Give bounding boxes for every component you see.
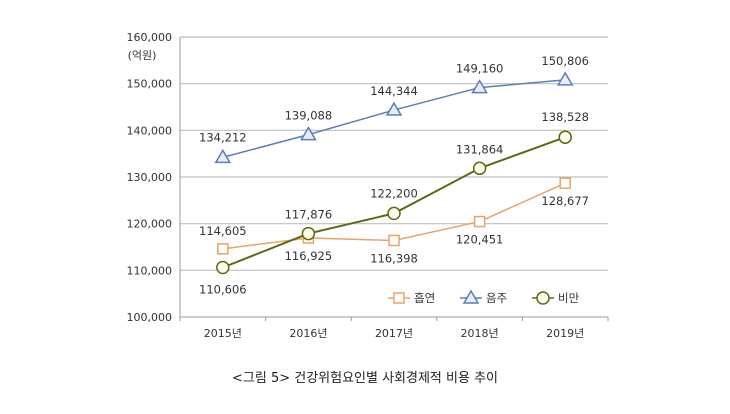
square-marker [473, 215, 486, 228]
y-tick-label: 140,000 [127, 124, 173, 137]
data-label: 139,088 [285, 109, 333, 123]
square-marker [388, 234, 400, 247]
square-marker [559, 177, 571, 189]
triangle-marker [462, 289, 480, 304]
data-label: 144,344 [370, 84, 418, 98]
data-label: 149,160 [456, 62, 504, 76]
y-tick-label: 120,000 [127, 218, 173, 231]
triangle-marker [300, 126, 317, 141]
x-tick-label: 2019년 [546, 327, 584, 340]
data-label: 114,605 [199, 224, 247, 238]
data-label: 120,451 [456, 233, 504, 247]
y-tick-label: 150,000 [127, 78, 173, 91]
x-tick-label: 2016년 [289, 327, 327, 340]
x-tick-label: 2018년 [461, 327, 499, 340]
triangle-marker [214, 148, 232, 164]
legend-label: 비만 [558, 291, 580, 305]
legend: 흡연 음주 비만 [388, 289, 580, 305]
square-marker [393, 292, 405, 304]
legend-label: 흡연 [414, 291, 435, 305]
y-tick-label: 130,000 [127, 171, 173, 184]
data-label: 122,200 [370, 186, 418, 200]
axes: 100,000 110,000 120,000 130,000 140,000 150,0… [127, 31, 609, 340]
data-label: 138,528 [541, 110, 589, 124]
data-label: 150,806 [541, 54, 589, 68]
legend-label: 음주 [486, 291, 507, 305]
data-label: 116,925 [285, 249, 333, 263]
triangle-marker [556, 71, 574, 86]
triangle-marker [385, 101, 403, 116]
data-label: 134,212 [199, 130, 247, 144]
data-labels: 114,605 116,925 116,398 120,451 128,677 134,2… [199, 54, 589, 297]
series-group [214, 71, 574, 275]
circle-marker [301, 226, 316, 241]
y-tick-label: 160,000 [127, 31, 173, 44]
data-label: 131,864 [456, 142, 504, 156]
square-marker [217, 243, 229, 255]
circle-marker [536, 291, 550, 305]
circle-marker [216, 260, 230, 275]
circle-marker [387, 206, 401, 221]
circle-marker [558, 130, 572, 144]
series-line-비만 [222, 136, 566, 269]
y-tick-label: 100,000 [127, 311, 173, 324]
data-label: 128,677 [541, 194, 589, 208]
data-label: 110,606 [199, 283, 247, 297]
y-tick-label: 110,000 [127, 264, 173, 277]
y-unit-label: (억원) [128, 49, 157, 62]
x-tick-label: 2015년 [204, 327, 242, 340]
data-label: 116,398 [370, 251, 418, 265]
data-label: 117,876 [285, 208, 333, 222]
gridlines [180, 36, 608, 271]
triangle-marker [471, 79, 488, 94]
circle-marker [472, 161, 487, 176]
figure-caption: <그림 5> 건강위험요인별 사회경제적 비용 추이 [232, 371, 498, 386]
x-tick-label: 2017년 [375, 327, 413, 340]
